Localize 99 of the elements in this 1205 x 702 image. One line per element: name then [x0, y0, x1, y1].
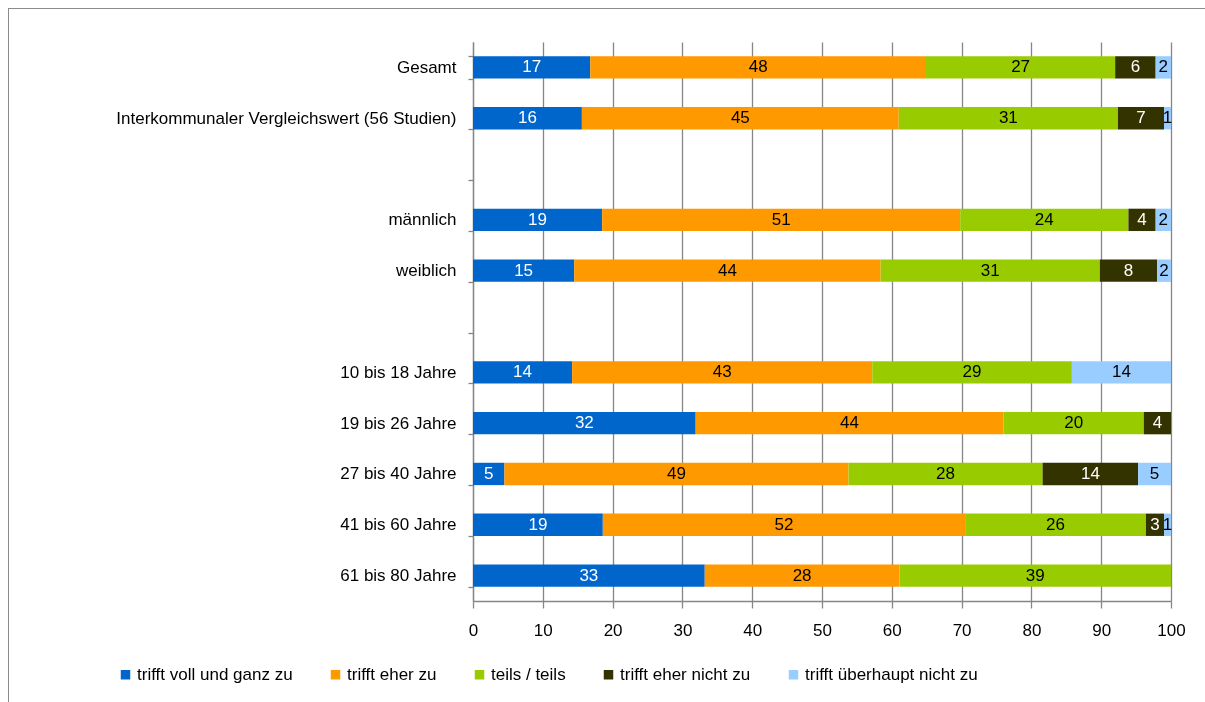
data-label: 14	[1111, 362, 1131, 382]
data-label: 6	[1130, 57, 1141, 77]
x-tick-label: 40	[743, 620, 763, 640]
y-tick-label: männlich	[388, 210, 457, 230]
data-label: 44	[840, 413, 860, 433]
data-label: 4	[1137, 209, 1147, 229]
data-label: 15	[514, 260, 534, 280]
bar	[965, 513, 1146, 536]
bar	[473, 513, 603, 536]
data-label: 4	[1152, 413, 1163, 433]
data-label: 14	[513, 362, 533, 382]
y-tick-label: 41 bis 60 Jahre	[340, 515, 457, 535]
bar	[473, 56, 591, 79]
legend-label: trifft eher zu	[347, 664, 437, 684]
bar	[872, 361, 1072, 384]
data-label: 39	[1025, 565, 1045, 585]
data-label: 52	[774, 514, 794, 534]
x-tick-label: 50	[813, 620, 832, 640]
bar	[1117, 107, 1165, 130]
bar	[473, 208, 603, 232]
bar	[572, 361, 873, 384]
data-label: 8	[1123, 260, 1134, 280]
y-tick-label: 19 bis 26 Jahre	[340, 413, 457, 433]
x-tick-label: 100	[1157, 620, 1186, 640]
legend-label: trifft überhaupt nicht zu	[805, 664, 978, 684]
data-label: 2	[1158, 57, 1169, 77]
data-label: 45	[730, 108, 750, 128]
bar	[473, 411, 696, 435]
bar	[581, 107, 899, 130]
x-tick-label: 30	[673, 620, 693, 640]
bar	[590, 56, 926, 79]
bar	[899, 564, 1171, 587]
data-label: 19	[528, 514, 548, 534]
x-tick-label: 90	[1092, 620, 1112, 640]
bar	[473, 564, 705, 587]
bar	[602, 513, 966, 536]
data-label: 5	[483, 463, 494, 483]
data-label: 26	[1046, 514, 1065, 534]
data-label: 2	[1158, 209, 1169, 229]
data-label: 51	[771, 209, 791, 229]
data-label: 1	[1162, 514, 1173, 534]
data-label: 5	[1149, 463, 1160, 483]
data-label: 43	[712, 362, 732, 382]
data-label: 44	[717, 260, 737, 280]
data-label: 28	[936, 463, 956, 483]
legend-label: trifft voll und ganz zu	[137, 664, 293, 684]
y-tick-label: weiblich	[395, 261, 457, 281]
data-label: 20	[1064, 413, 1084, 433]
data-label: 33	[579, 565, 599, 585]
x-tick-label: 0	[468, 620, 479, 640]
bar	[504, 462, 849, 486]
data-label: 48	[748, 57, 768, 77]
y-tick-label: 27 bis 40 Jahre	[340, 464, 457, 484]
data-label: 17	[522, 57, 542, 77]
bar	[1003, 411, 1144, 435]
data-label: 28	[792, 565, 812, 585]
data-label: 1	[1162, 108, 1173, 128]
legend-label: trifft eher nicht zu	[620, 664, 751, 684]
bar	[602, 208, 961, 232]
bar	[1128, 208, 1156, 232]
data-label: 31	[980, 260, 1000, 280]
data-label: 14	[1080, 463, 1100, 483]
data-label: 27	[1011, 57, 1031, 77]
legend-label: teils / teils	[491, 664, 566, 684]
data-label: 16	[517, 108, 537, 128]
data-label: 2	[1159, 260, 1169, 280]
bar	[1071, 361, 1171, 384]
data-label: 49	[667, 463, 686, 483]
data-label: 24	[1034, 209, 1054, 229]
bar	[926, 56, 1116, 79]
bar	[473, 259, 575, 282]
bar	[473, 361, 573, 384]
data-label: 29	[962, 362, 982, 382]
bar	[848, 462, 1043, 486]
x-tick-label: 60	[882, 620, 902, 640]
bar	[1138, 462, 1171, 486]
x-tick-label: 70	[952, 620, 972, 640]
bar	[704, 564, 900, 587]
y-tick-label: 10 bis 18 Jahre	[340, 362, 457, 382]
bar	[1042, 462, 1139, 486]
y-tick-label: Gesamt	[396, 57, 457, 77]
bar	[695, 411, 1004, 435]
data-label: 7	[1136, 108, 1146, 128]
data-label: 31	[998, 108, 1018, 128]
bar	[898, 107, 1118, 130]
y-tick-label: 61 bis 80 Jahre	[340, 566, 457, 586]
bar	[574, 259, 881, 282]
bar	[1099, 259, 1158, 282]
bar	[1115, 56, 1156, 79]
bar	[960, 208, 1129, 232]
x-tick-label: 10	[533, 620, 553, 640]
bar	[473, 107, 582, 130]
bar	[880, 259, 1100, 282]
data-label: 32	[574, 413, 594, 433]
x-tick-label: 80	[1022, 620, 1042, 640]
data-label: 3	[1150, 514, 1160, 534]
y-tick-label: Interkommunaler Vergleichswert (56 Studien)	[116, 108, 457, 128]
data-label: 19	[528, 209, 548, 229]
x-tick-label: 20	[603, 620, 623, 640]
